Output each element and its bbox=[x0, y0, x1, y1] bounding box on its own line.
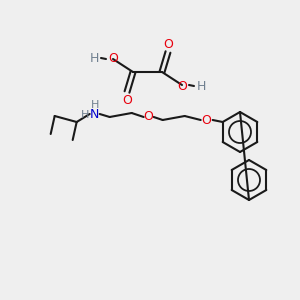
Text: O: O bbox=[163, 38, 173, 50]
Text: N: N bbox=[90, 107, 99, 121]
Text: H: H bbox=[80, 110, 89, 120]
Text: H: H bbox=[89, 52, 99, 64]
Text: O: O bbox=[108, 52, 118, 64]
Text: O: O bbox=[202, 113, 212, 127]
Text: O: O bbox=[177, 80, 187, 92]
Text: H: H bbox=[91, 100, 99, 110]
Text: H: H bbox=[196, 80, 206, 92]
Text: O: O bbox=[122, 94, 132, 106]
Text: O: O bbox=[144, 110, 154, 124]
